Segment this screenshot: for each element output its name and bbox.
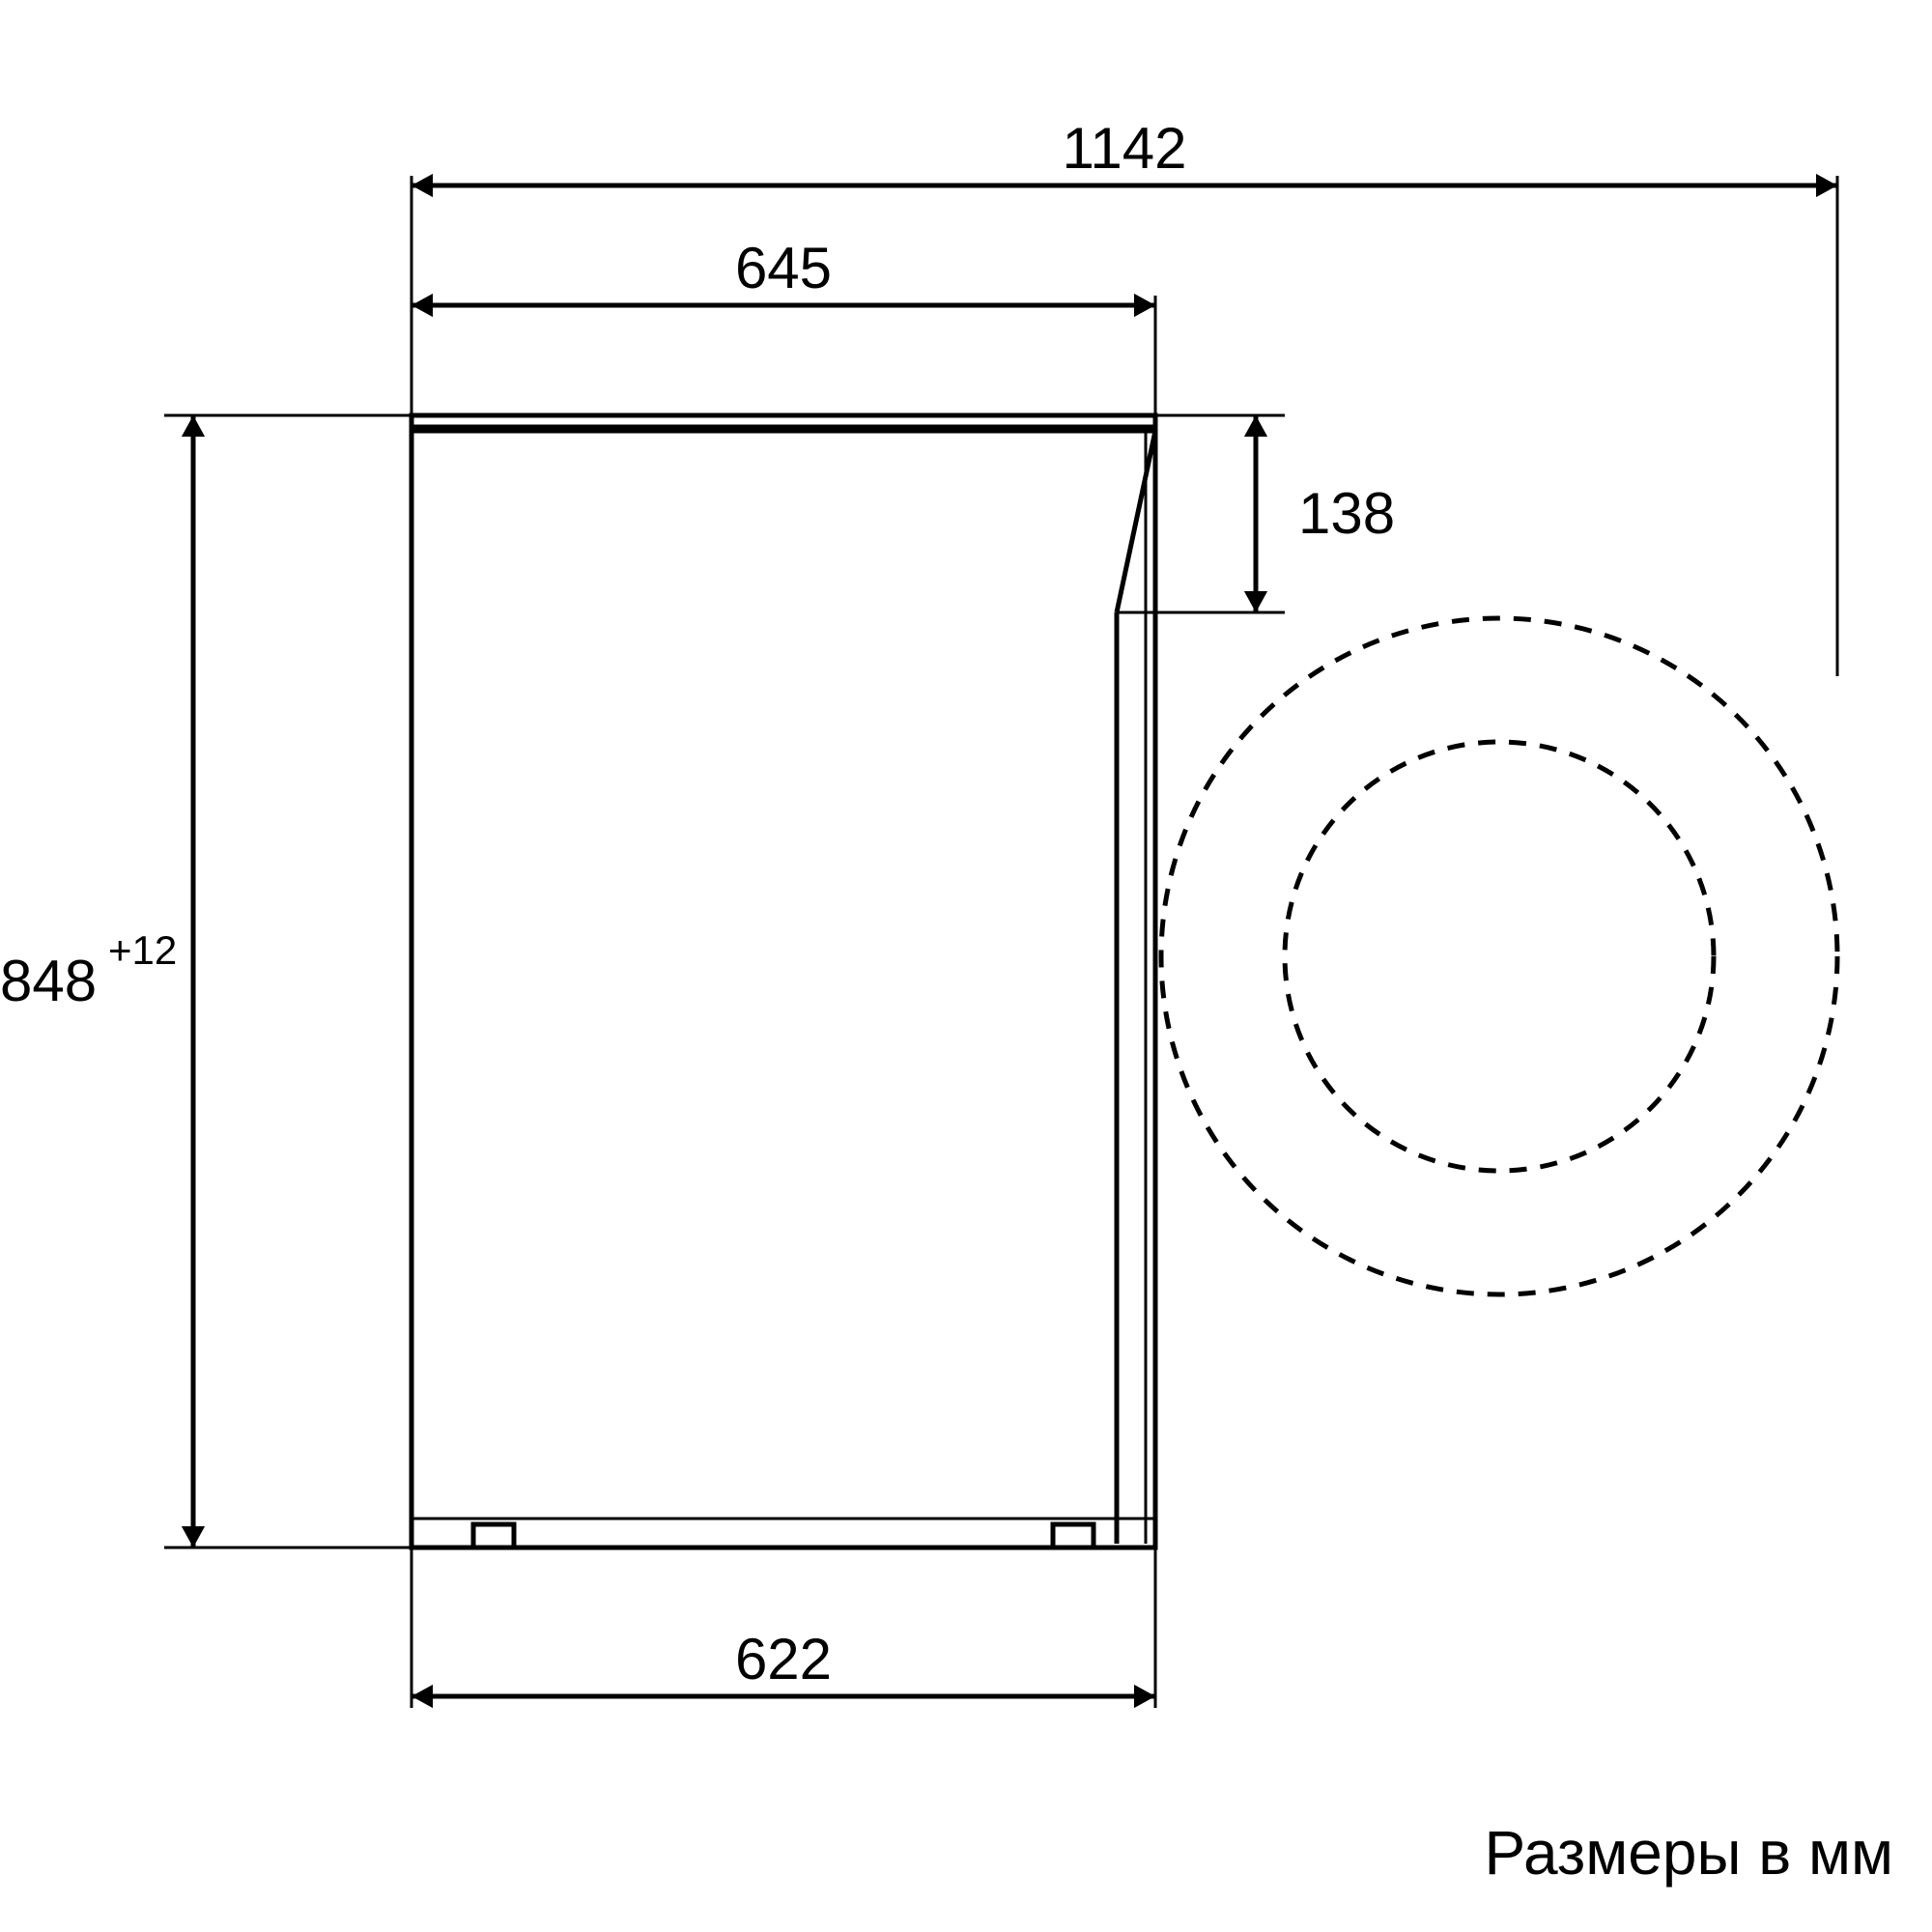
dim-848-tolerance: +12 — [108, 927, 177, 973]
door-swing-inner — [1285, 742, 1714, 1171]
dim-1142-label: 1142 — [1062, 116, 1186, 181]
foot-right — [1053, 1524, 1094, 1548]
door-swing-outer — [1161, 618, 1837, 1294]
control-panel-edge — [1117, 431, 1155, 612]
dim-622-label: 622 — [735, 1627, 832, 1691]
foot-left — [473, 1524, 514, 1548]
dimension-diagram: 1142 645 138 848+12 622 Размеры в мм — [0, 0, 1932, 1932]
dim-645-label: 645 — [735, 236, 832, 300]
dim-138-label: 138 — [1298, 481, 1395, 546]
appliance-body — [412, 427, 1155, 1548]
caption-units: Размеры в мм — [1484, 1818, 1893, 1888]
appliance-top-plate — [412, 415, 1155, 431]
dim-848-label: 848 — [0, 949, 97, 1013]
